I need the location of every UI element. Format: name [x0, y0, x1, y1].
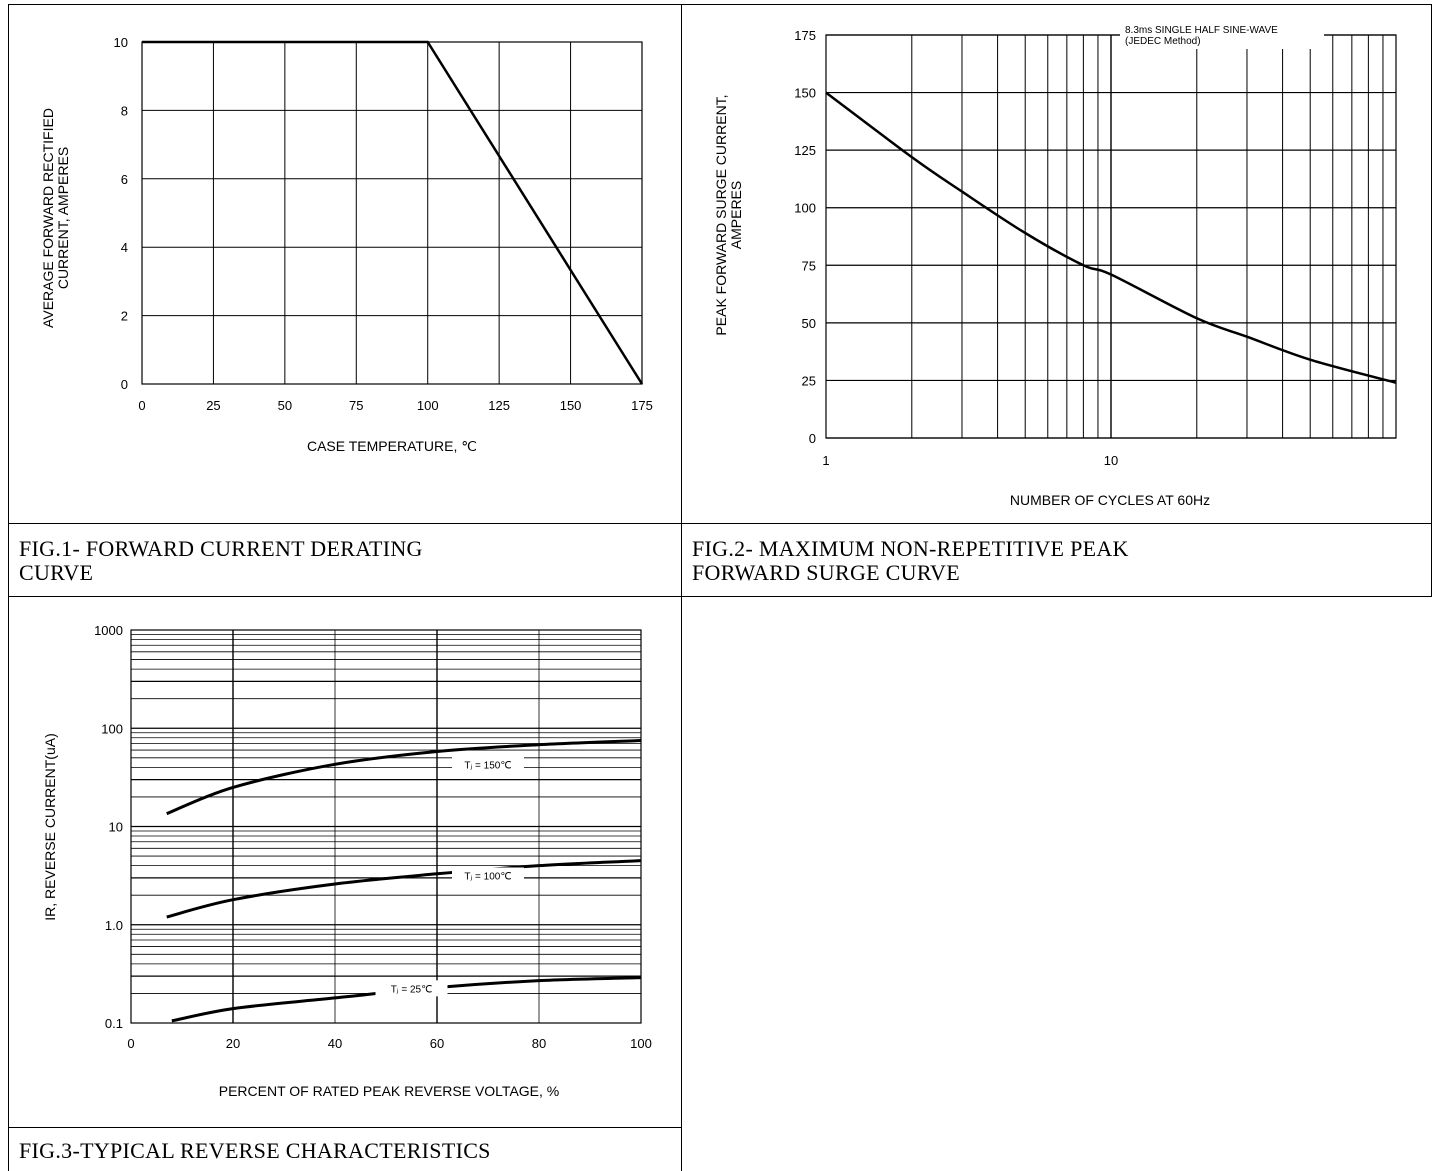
- fig2-annotation-line2: (JEDEC Method): [1125, 36, 1201, 47]
- fig2-x-tick-label: 10: [1104, 453, 1118, 468]
- fig1-x-tick-label: 125: [488, 398, 510, 413]
- fig3-series-line: [166, 739, 642, 816]
- fig3-series-line: [166, 859, 642, 919]
- fig1-caption: FIG.1- FORWARD CURRENT DERATING CURVE: [19, 537, 423, 585]
- fig2-y-tick-label: 150: [794, 86, 816, 101]
- fig1-x-tick-label: 75: [349, 398, 363, 413]
- fig2-y-tick-label: 100: [794, 201, 816, 216]
- fig2-x-tick-label: 1: [822, 453, 829, 468]
- fig3-chart: 0 20 40 60 80 100 0.1 1.0 10 100 1000 Tⱼ = 150℃ Tⱼ …: [42, 623, 652, 1099]
- table-divider-row3: [8, 1127, 682, 1128]
- fig2-y-tick-label: 25: [802, 373, 816, 388]
- fig2-caption-line1: FIG.2- MAXIMUM NON-REPETITIVE PEAK: [692, 536, 1129, 561]
- fig3-caption: FIG.3-TYPICAL REVERSE CHARACTERISTICS: [19, 1139, 491, 1163]
- fig1-y-axis-title-line2: CURRENT, AMPERES: [55, 147, 71, 289]
- fig1-y-tick-label: 0: [121, 377, 128, 392]
- table-divider-center: [681, 4, 682, 1171]
- fig1-y-tick-label: 2: [121, 309, 128, 324]
- fig2-annotation-line1: 8.3ms SINGLE HALF SINE-WAVE: [1125, 25, 1278, 36]
- fig2-y-tick-label: 175: [794, 28, 816, 43]
- fig3-series-label-bg: [452, 867, 524, 884]
- fig3-x-tick-label: 20: [226, 1036, 240, 1051]
- fig3-x-tick-label: 100: [630, 1036, 652, 1051]
- fig1-x-tick-label: 150: [560, 398, 582, 413]
- fig1-x-axis-title: CASE TEMPERATURE, ℃: [307, 438, 477, 454]
- fig1-y-tick-label: 4: [121, 240, 128, 255]
- fig3-series-label: Tⱼ = 150℃: [464, 760, 511, 771]
- fig1-caption-line2: CURVE: [19, 560, 94, 585]
- table-border-top: [8, 4, 1432, 5]
- table-border-left: [8, 4, 9, 1171]
- fig1-x-tick-label: 25: [206, 398, 220, 413]
- fig1-caption-line1: FIG.1- FORWARD CURRENT DERATING: [19, 536, 423, 561]
- fig1-y-axis-title: AVERAGE FORWARD RECTIFIED: [40, 108, 56, 328]
- fig3-x-tick-label: 80: [532, 1036, 546, 1051]
- fig3-y-tick-label: 1000: [94, 623, 123, 638]
- fig2-y-axis-title: PEAK FORWARD SURGE CURRENT,: [713, 94, 729, 335]
- fig2-y-tick-label: 75: [802, 258, 816, 273]
- table-divider-row2: [8, 596, 1432, 597]
- fig2-caption-line2: FORWARD SURGE CURVE: [692, 560, 960, 585]
- fig3-y-tick-label: 0.1: [105, 1016, 123, 1031]
- fig3-caption-line1: FIG.3-TYPICAL REVERSE CHARACTERISTICS: [19, 1138, 491, 1163]
- fig3-y-tick-label: 100: [101, 721, 123, 736]
- fig3-series-label-bg: [375, 980, 448, 997]
- fig3-x-tick-label: 0: [127, 1036, 134, 1051]
- fig1-x-tick-label: 50: [278, 398, 292, 413]
- fig1-chart: 0 25 50 75 100 125 150 175 0 2 4 6 8 10 CASE TEMPERAT…: [40, 35, 653, 454]
- fig2-y-tick-label: 0: [809, 431, 816, 446]
- fig2-panel: 0 25 50 75 100 125 150 175 1 10 8.3ms SINGLE HALF…: [682, 5, 1431, 523]
- fig3-series-label: Tⱼ = 25℃: [391, 984, 433, 995]
- fig3-y-tick-label: 10: [109, 820, 123, 835]
- fig1-y-tick-label: 8: [121, 103, 128, 118]
- fig3-series-label: Tⱼ = 100℃: [464, 871, 511, 882]
- table-divider-row1: [8, 523, 1432, 524]
- fig2-y-axis-title-line2: AMPERES: [728, 181, 744, 249]
- fig1-x-tick-label: 0: [138, 398, 145, 413]
- fig2-caption: FIG.2- MAXIMUM NON-REPETITIVE PEAK FORWA…: [692, 537, 1129, 585]
- fig3-x-tick-label: 40: [328, 1036, 342, 1051]
- fig3-x-axis-title: PERCENT OF RATED PEAK REVERSE VOLTAGE, %: [219, 1083, 559, 1099]
- fig1-y-tick-label: 10: [114, 35, 128, 50]
- fig1-panel: 0 25 50 75 100 125 150 175 0 2 4 6 8 10 CASE TEMPERAT…: [9, 5, 681, 523]
- table-border-right: [1431, 4, 1432, 597]
- fig3-y-tick-label: 1.0: [105, 918, 123, 933]
- fig3-x-tick-label: 60: [430, 1036, 444, 1051]
- fig1-plot-frame: [141, 41, 643, 385]
- fig2-series-line: [825, 91, 1397, 384]
- fig3-series-label-bg: [452, 756, 524, 773]
- fig2-chart: 0 25 50 75 100 125 150 175 1 10 8.3ms SINGLE HALF…: [713, 21, 1397, 508]
- fig1-x-tick-label: 100: [417, 398, 439, 413]
- fig1-series-line: [142, 40, 644, 385]
- fig3-panel: 0 20 40 60 80 100 0.1 1.0 10 100 1000 Tⱼ = 150℃ Tⱼ …: [9, 597, 681, 1127]
- fig2-y-tick-label: 125: [794, 143, 816, 158]
- fig2-y-tick-label: 50: [802, 316, 816, 331]
- fig3-y-axis-title: IR, REVERSE CURRENT(uA): [42, 733, 58, 920]
- fig1-y-tick-label: 6: [121, 172, 128, 187]
- fig1-x-tick-label: 175: [631, 398, 653, 413]
- fig2-annotation-box: [1120, 21, 1324, 49]
- fig2-x-axis-title: NUMBER OF CYCLES AT 60Hz: [1010, 492, 1210, 508]
